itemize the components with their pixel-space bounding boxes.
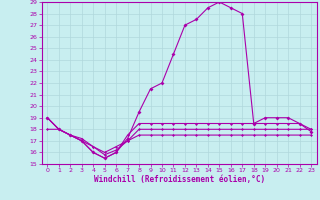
X-axis label: Windchill (Refroidissement éolien,°C): Windchill (Refroidissement éolien,°C) <box>94 175 265 184</box>
